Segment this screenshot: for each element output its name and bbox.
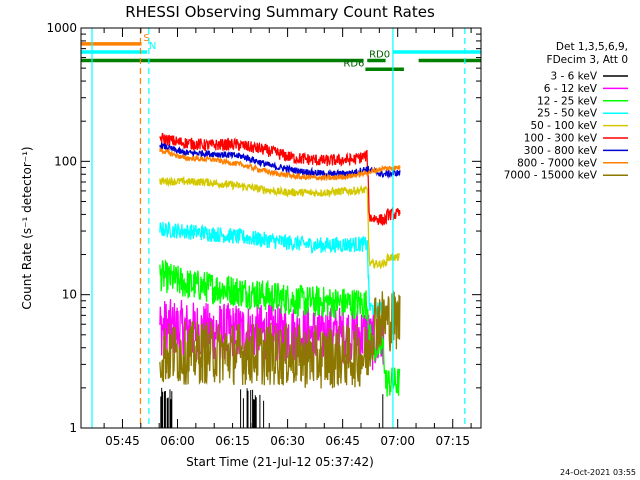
- x-tick-label: 06:00: [160, 434, 195, 448]
- flag-bar-label: RD6: [343, 58, 364, 69]
- legend-label: 800 - 7000 keV: [517, 157, 598, 169]
- series-path-5: [159, 132, 401, 226]
- y-tick-label: 1: [69, 421, 77, 435]
- y-tick-label: 100: [54, 154, 77, 168]
- series-800-7000keV-line: [159, 147, 401, 182]
- x-tick-label: 07:15: [435, 434, 470, 448]
- legend-header-line-2: FDecim 3, Att 0: [547, 54, 628, 66]
- legend-label: 3 - 6 keV: [550, 71, 597, 83]
- series-25-50keV-line: [159, 221, 387, 318]
- legend-label: 25 - 50 keV: [537, 108, 598, 120]
- legend-label: 7000 - 15000 keV: [504, 170, 598, 182]
- series-7000-15000keV-line: [159, 290, 401, 389]
- legend-label: 100 - 300 keV: [524, 133, 598, 145]
- x-axis-title: Start Time (21-Jul-12 05:37:42): [186, 455, 374, 469]
- axes-layer: 1 10 100 1000 05:45 06:00 06:15 06:30 06:45 07:00…: [46, 21, 481, 448]
- series-50-100keV-line: [159, 175, 401, 270]
- legend-label: 6 - 12 keV: [544, 83, 598, 95]
- legend-label: 12 - 25 keV: [537, 95, 598, 107]
- x-tick-label: 05:45: [105, 434, 140, 448]
- plot-frame: [80, 27, 482, 429]
- y-tick-label: 10: [62, 288, 77, 302]
- flag-bar-label: S: [143, 33, 149, 44]
- series-layer: [159, 132, 401, 429]
- series-path-3: [159, 221, 387, 318]
- x-tick-label: 06:15: [215, 434, 250, 448]
- series-path-2: [159, 258, 401, 397]
- series-path-8: [159, 290, 401, 389]
- x-tick-label: 06:45: [325, 434, 360, 448]
- series-path-7: [159, 147, 401, 182]
- x-tick-label: 06:30: [270, 434, 305, 448]
- y-tick-label: 1000: [46, 21, 77, 35]
- vertical-markers-layer: [91, 28, 466, 428]
- chart-title: RHESSI Observing Summary Count Rates: [125, 3, 435, 21]
- footnote-timestamp: 24-Oct-2021 03:55: [560, 468, 636, 477]
- flag-bar-label: RD0: [369, 50, 390, 61]
- series-12-25keV-line: [159, 258, 401, 397]
- legend-label: 300 - 800 keV: [524, 145, 598, 157]
- flag-bar-label: N: [149, 41, 156, 52]
- legend: Det 1,3,5,6,9, FDecim 3, Att 0 3 - 6 keV…: [504, 41, 628, 182]
- legend-header-line-1: Det 1,3,5,6,9,: [556, 41, 628, 53]
- series-100-300keV-line: [159, 132, 401, 226]
- series-path-4: [159, 175, 401, 270]
- legend-label: 50 - 100 keV: [530, 120, 597, 132]
- x-tick-label: 07:00: [380, 434, 415, 448]
- y-axis-title: Count Rate (s⁻¹ detector⁻¹): [20, 146, 34, 309]
